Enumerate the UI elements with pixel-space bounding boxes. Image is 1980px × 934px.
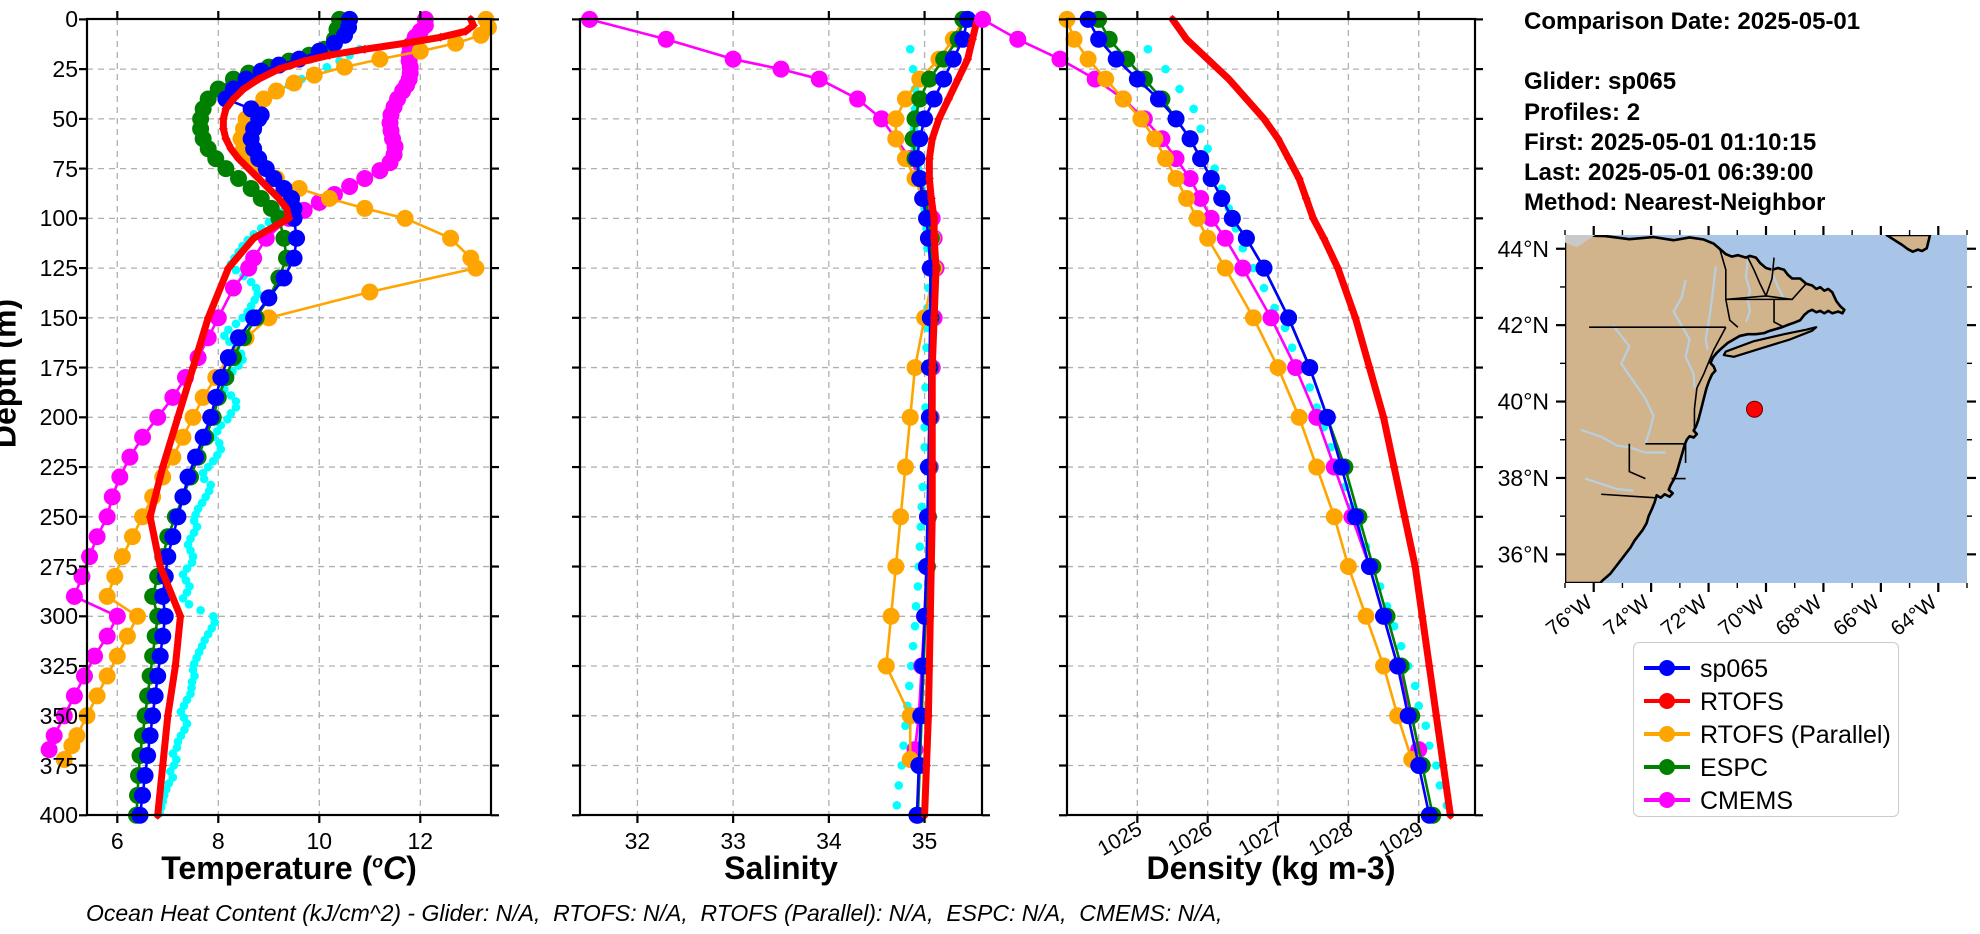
svg-text:RTOFS (Parallel): RTOFS (Parallel)	[1700, 721, 1891, 749]
svg-text:CMEMS: CMEMS	[1700, 787, 1793, 815]
svg-text:sp065: sp065	[1700, 655, 1768, 683]
svg-text:ESPC: ESPC	[1700, 754, 1768, 782]
svg-text:RTOFS: RTOFS	[1700, 688, 1784, 716]
